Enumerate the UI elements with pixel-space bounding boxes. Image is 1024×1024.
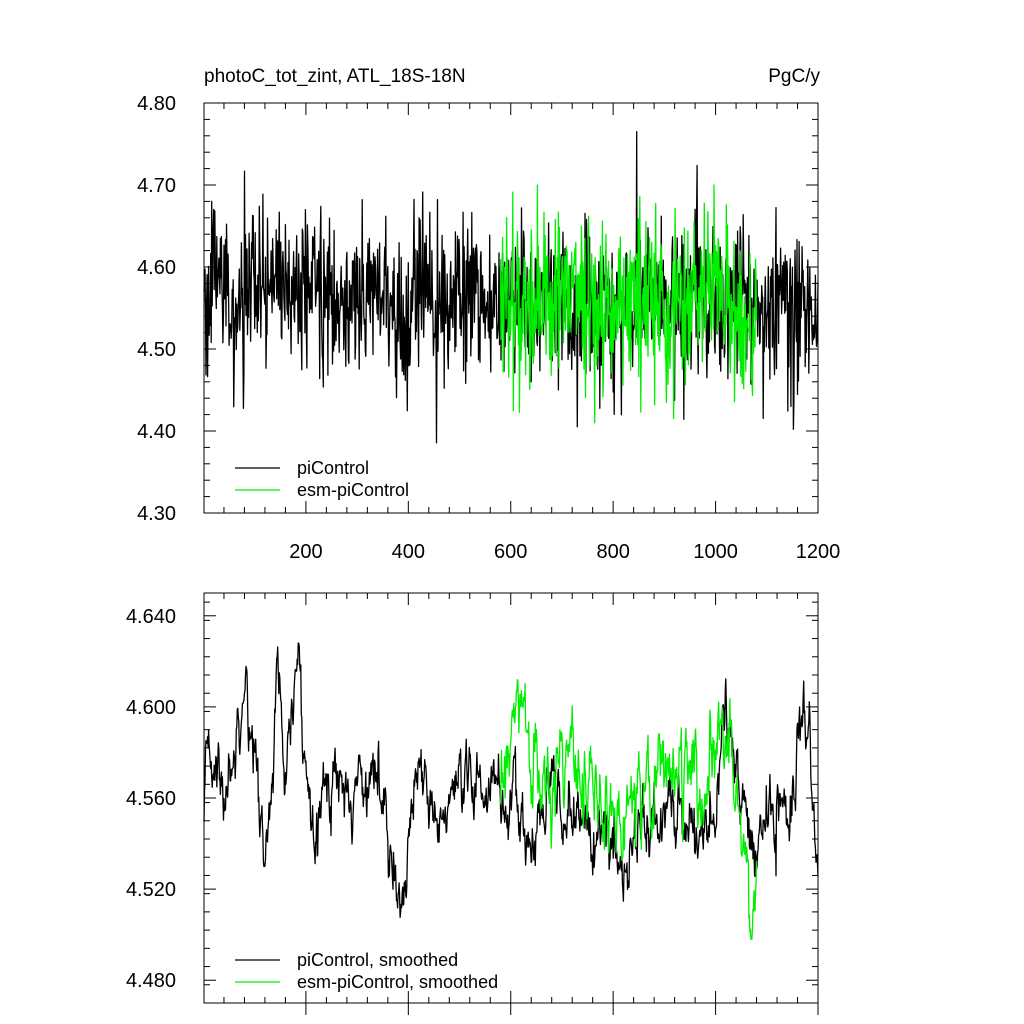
series-line-esm-picontrol-smoothed xyxy=(499,678,758,940)
x-tick-label: 1000 xyxy=(693,541,738,563)
legend-label-picontrol-smoothed: piControl, smoothed xyxy=(297,950,458,970)
bottom-panel: 4.480 4.520 4.560 4.600 4.640 piControl, smo… xyxy=(126,592,819,1015)
y-tick-label: 4.40 xyxy=(137,421,176,443)
x-tick-label: 1200 xyxy=(796,541,841,563)
bottom-x-axis xyxy=(223,593,819,1015)
bottom-y-axis: 4.480 4.520 4.560 4.600 4.640 xyxy=(126,601,818,1004)
series-line-picontrol-smoothed xyxy=(203,642,819,919)
top-panel-title: photoC_tot_zint, ATL_18S-18N xyxy=(204,66,466,87)
top-legend: piControl esm-piControl xyxy=(235,458,409,500)
x-tick-label: 200 xyxy=(289,541,322,563)
y-tick-label: 4.30 xyxy=(137,503,176,525)
legend-label-esm-picontrol: esm-piControl xyxy=(297,480,409,500)
top-panel-units: PgC/y xyxy=(768,66,820,87)
top-x-axis: 200 400 600 800 1000 1200 xyxy=(223,103,841,563)
y-tick-label: 4.70 xyxy=(137,175,176,197)
y-tick-label: 4.640 xyxy=(126,606,176,628)
top-panel: photoC_tot_zint, ATL_18S-18N PgC/y 4.304… xyxy=(137,66,840,563)
y-tick-label: 4.480 xyxy=(126,970,176,992)
y-tick-label: 4.50 xyxy=(137,339,176,361)
x-tick-label: 600 xyxy=(494,541,527,563)
legend-label-esm-picontrol-smoothed: esm-piControl, smoothed xyxy=(297,972,498,992)
y-tick-label: 4.60 xyxy=(137,257,176,279)
x-tick-label: 800 xyxy=(596,541,629,563)
bottom-legend: piControl, smoothed esm-piControl, smoot… xyxy=(235,950,498,992)
legend-label-picontrol: piControl xyxy=(297,458,369,478)
top-y-axis: 4.30 4.40 4.50 4.60 4.70 4.80 xyxy=(137,93,818,525)
bottom-plot-area xyxy=(203,642,819,940)
y-tick-label: 4.560 xyxy=(126,788,176,810)
y-tick-label: 4.80 xyxy=(137,93,176,115)
x-tick-label: 400 xyxy=(392,541,425,563)
y-tick-label: 4.600 xyxy=(126,697,176,719)
top-plot-area xyxy=(203,131,819,444)
series-line-esm-picontrol xyxy=(499,184,758,424)
y-tick-label: 4.520 xyxy=(126,879,176,901)
